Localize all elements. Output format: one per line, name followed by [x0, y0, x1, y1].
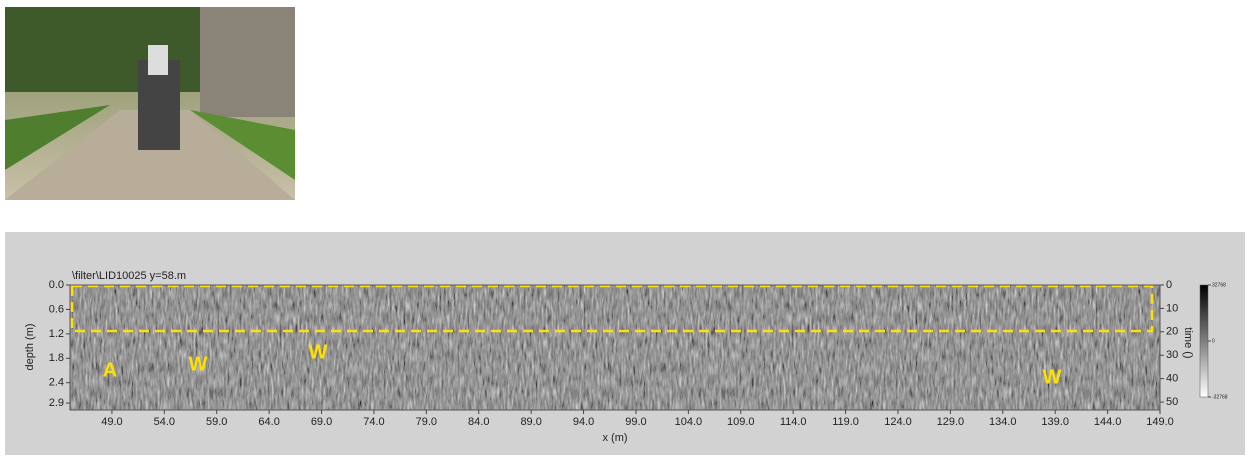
x-tick-label: 134.0	[989, 416, 1017, 428]
x-tick-label: 54.0	[154, 416, 175, 428]
y-axis-label: depth (m)	[24, 323, 36, 370]
y2-tick-label: 50	[1166, 396, 1178, 408]
x-tick-label: 94.0	[573, 416, 594, 428]
photo	[5, 7, 295, 200]
y2-tick-label: 0	[1166, 279, 1172, 291]
x-tick-label: 79.0	[416, 416, 437, 428]
x-tick-label: 89.0	[520, 416, 541, 428]
x-tick-label: 74.0	[363, 416, 384, 428]
x-tick-label: 109.0	[727, 416, 755, 428]
x-tick-label: 149.0	[1146, 416, 1174, 428]
x-tick-label: 59.0	[206, 416, 227, 428]
y-tick-label: 2.9	[49, 397, 64, 409]
y2-tick-label: 10	[1166, 302, 1178, 314]
x-tick-label: 129.0	[937, 416, 965, 428]
y-tick-label: 1.8	[49, 352, 64, 364]
y2-tick-label: 20	[1166, 326, 1178, 338]
chart-title: \filter\LID10025 y=58.m	[72, 270, 186, 282]
radargram-texture	[70, 285, 1160, 410]
y2-axis-label: time ()	[1182, 327, 1194, 358]
x-tick-label: 99.0	[625, 416, 646, 428]
x-tick-label: 84.0	[468, 416, 489, 428]
x-tick-label: 69.0	[311, 416, 332, 428]
y-tick-label: 0.6	[49, 303, 64, 315]
x-tick-label: 104.0	[675, 416, 703, 428]
colorbar	[1200, 285, 1208, 397]
annotation: W	[309, 341, 328, 363]
x-tick-label: 144.0	[1094, 416, 1122, 428]
x-tick-label: 114.0	[780, 416, 807, 428]
y-tick-label: 2.4	[49, 377, 64, 389]
x-tick-label: 139.0	[1041, 416, 1069, 428]
x-tick-label: 64.0	[258, 416, 279, 428]
page: \filter\LID10025 y=58.m x (m) depth (m) …	[0, 0, 1251, 462]
x-tick-label: 119.0	[832, 416, 859, 428]
y-tick-label: 0.0	[49, 279, 64, 291]
y2-tick-label: 40	[1166, 373, 1178, 385]
x-tick-label: 124.0	[884, 416, 912, 428]
annotation: W	[1043, 366, 1062, 388]
x-axis-label: x (m)	[602, 432, 627, 444]
x-tick-label: 49.0	[101, 416, 122, 428]
annotation: W	[189, 353, 208, 375]
colorbar-tick-label: 32768	[1212, 282, 1226, 288]
colorbar-tick-label: 0	[1212, 338, 1215, 344]
y2-tick-label: 30	[1166, 349, 1178, 361]
figure: \filter\LID10025 y=58.m x (m) depth (m) …	[0, 0, 1251, 457]
y-tick-label: 1.2	[49, 328, 64, 340]
colorbar-tick-label: -32768	[1212, 394, 1228, 400]
annotation: A	[103, 359, 117, 381]
